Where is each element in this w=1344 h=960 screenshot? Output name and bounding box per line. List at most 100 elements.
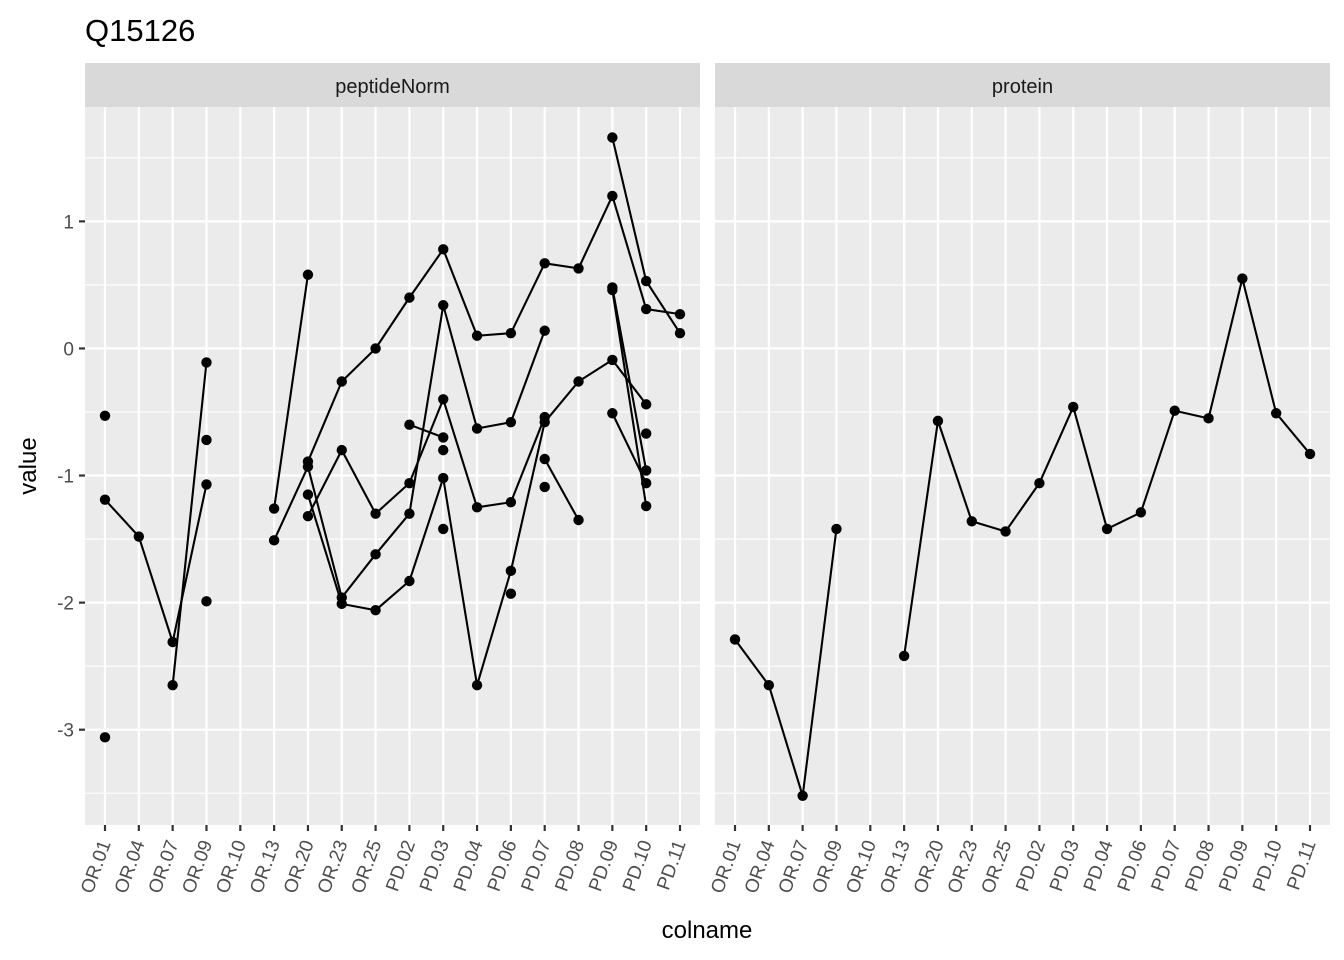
series-line-segment <box>611 137 648 282</box>
x-tick-label: OR.10 <box>212 838 251 897</box>
data-point <box>133 531 145 542</box>
data-point <box>505 565 517 577</box>
series-line-segment <box>1038 406 1075 484</box>
facet-panel-peptideNorm: peptideNorm-3-2-101OR.01OR.04OR.07OR.09O… <box>57 63 700 896</box>
series-line-segment <box>1004 482 1041 533</box>
series-line-segment <box>1207 278 1244 419</box>
series-line-segment <box>307 449 343 517</box>
data-point <box>640 428 652 439</box>
data-point <box>438 432 449 443</box>
series-line-segment <box>171 484 208 643</box>
data-point <box>201 596 212 607</box>
series-line-segment <box>273 274 309 509</box>
data-point <box>336 376 347 387</box>
facets-layer: peptideNorm-3-2-101OR.01OR.04OR.07OR.09O… <box>57 63 1330 896</box>
data-point <box>302 510 314 522</box>
x-tick-label: OR.13 <box>876 838 915 897</box>
x-tick-label: OR.09 <box>809 838 848 897</box>
x-tick-label: PD.07 <box>518 838 556 895</box>
x-tick-label: PD.02 <box>1012 838 1050 895</box>
data-point <box>640 500 652 512</box>
data-point <box>607 354 618 366</box>
series-line-segment <box>442 248 479 337</box>
x-tick-label: OR.01 <box>77 838 116 897</box>
data-point <box>1135 507 1147 518</box>
data-point <box>201 434 212 446</box>
x-tick-label: PD.02 <box>382 838 420 895</box>
series-line-segment <box>374 512 411 555</box>
y-tick-label: 0 <box>63 339 74 360</box>
data-point <box>505 497 517 508</box>
data-point <box>1034 477 1045 489</box>
series-line-segment <box>340 553 377 599</box>
data-point <box>99 410 111 422</box>
series-line-segment <box>408 398 445 484</box>
x-tick-label: OR.01 <box>707 838 746 897</box>
series-line-segment <box>767 684 804 797</box>
data-point <box>640 275 652 287</box>
series-line-segment <box>645 280 681 334</box>
series-2 <box>99 354 652 743</box>
x-axis-title: colname <box>662 917 753 944</box>
series-4 <box>302 190 686 467</box>
series-line-segment <box>374 297 411 350</box>
series-line-segment <box>1106 511 1142 530</box>
series-9 <box>539 453 584 526</box>
x-tick-label: OR.20 <box>280 838 319 897</box>
series-line-segment <box>340 449 377 515</box>
series-line-segment <box>374 580 411 612</box>
series-0 <box>729 273 1316 801</box>
facet-strip-label: protein <box>992 76 1053 98</box>
x-tick-label: OR.13 <box>246 838 285 897</box>
y-tick-label: 1 <box>63 212 74 233</box>
series-line-segment <box>306 494 343 605</box>
series-line-segment <box>936 420 973 522</box>
data-point <box>674 308 686 320</box>
data-point <box>573 376 584 387</box>
data-point <box>1169 405 1180 416</box>
series-line-segment <box>442 477 479 686</box>
series-5 <box>404 132 686 443</box>
series-line-segment <box>611 287 648 471</box>
series-line-segment <box>408 248 445 299</box>
data-point <box>539 481 550 493</box>
data-point <box>201 357 212 368</box>
y-axis-title: value <box>15 437 42 494</box>
series-line-segment <box>1174 409 1209 420</box>
data-point <box>539 411 550 423</box>
data-point <box>1000 526 1011 537</box>
data-point <box>674 328 686 339</box>
series-line-segment <box>341 602 376 612</box>
x-tick-label: PD.03 <box>416 838 454 895</box>
x-tick-label: OR.04 <box>111 837 150 896</box>
data-point <box>729 634 741 645</box>
data-point <box>539 453 550 465</box>
data-point <box>1237 273 1248 284</box>
series-line-segment <box>543 458 580 521</box>
data-point <box>607 132 618 143</box>
series-line-segment <box>509 330 546 423</box>
data-point <box>573 514 584 526</box>
x-tick-label: PD.09 <box>1215 838 1253 895</box>
series-line-segment <box>374 482 411 515</box>
data-point <box>831 523 842 535</box>
x-tick-label: PD.07 <box>1148 838 1186 895</box>
data-point <box>640 465 652 476</box>
x-tick-label: OR.07 <box>775 838 814 897</box>
facet-strip <box>85 63 700 107</box>
x-tick-label: PD.08 <box>551 838 589 895</box>
facet-panel-protein: proteinOR.01OR.04OR.07OR.09OR.10OR.13OR.… <box>707 63 1330 896</box>
data-point <box>438 300 449 311</box>
data-point <box>438 444 449 456</box>
data-point <box>370 549 381 560</box>
data-point <box>404 508 415 519</box>
x-tick-label: PD.03 <box>1046 838 1084 895</box>
data-point <box>438 394 449 405</box>
series-line-segment <box>442 304 479 429</box>
data-point <box>573 263 584 274</box>
data-point <box>438 472 449 484</box>
data-point <box>302 489 314 500</box>
data-point <box>539 258 550 269</box>
